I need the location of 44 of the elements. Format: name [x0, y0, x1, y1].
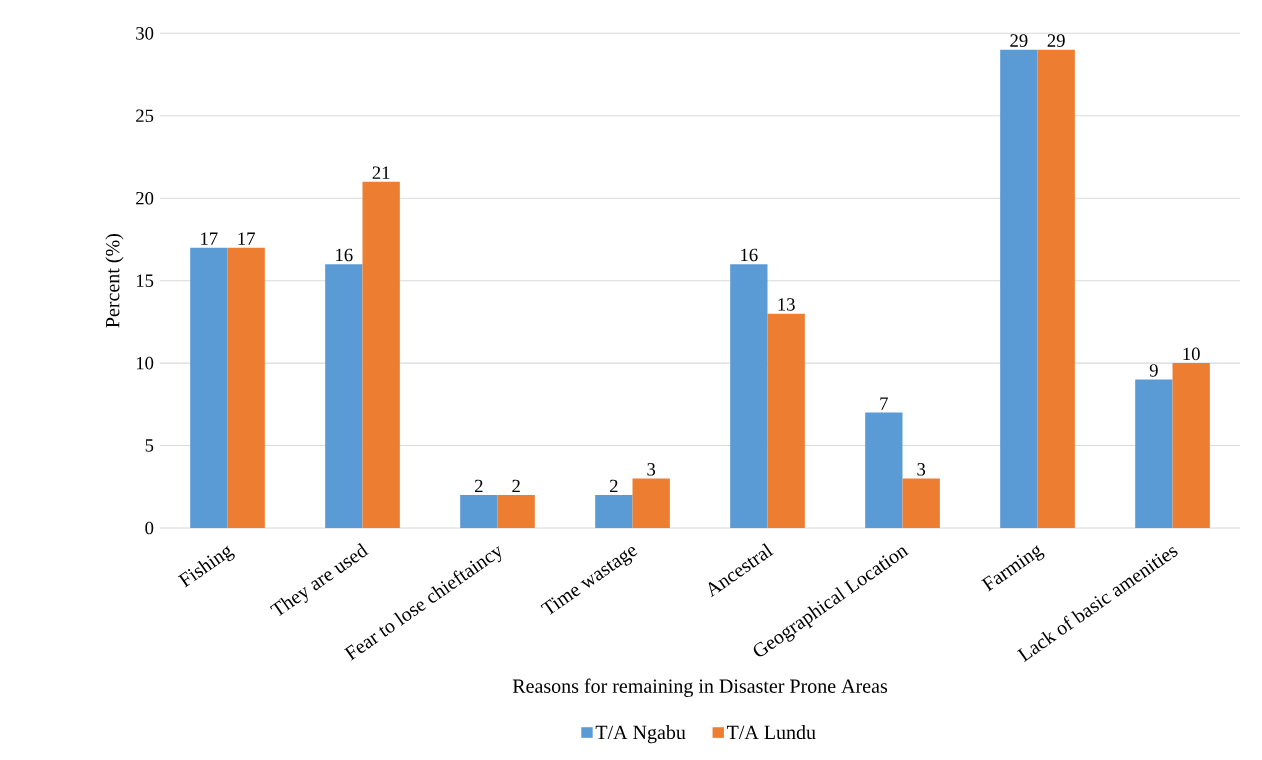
- y-tick-label: 0: [145, 521, 154, 535]
- data-label: 7: [880, 397, 888, 410]
- bar: [497, 495, 535, 528]
- data-label: 10: [1183, 347, 1200, 361]
- legend-label: T/A Ngabu: [595, 725, 686, 744]
- bar: [1135, 379, 1173, 528]
- y-tick-label: 20: [136, 191, 154, 205]
- data-label: 16: [336, 248, 353, 262]
- bar: [767, 313, 805, 528]
- data-label: 21: [372, 166, 390, 179]
- bar: [1000, 49, 1038, 528]
- bar: [362, 181, 400, 528]
- y-tick-label: 15: [136, 274, 154, 287]
- bar: [325, 264, 363, 528]
- data-label: 17: [238, 232, 255, 245]
- bar: [865, 412, 903, 528]
- data-label: 29: [1010, 34, 1028, 47]
- data-label: 9: [1149, 364, 1158, 377]
- bar: [190, 247, 228, 528]
- bar: [632, 478, 670, 528]
- data-label: 29: [1047, 34, 1065, 47]
- bar: [730, 264, 768, 528]
- x-axis-title: Reasons for remaining in Disaster Prone Areas: [512, 678, 888, 698]
- legend-label: T/A Lundu: [726, 725, 816, 740]
- bar: [1172, 363, 1210, 528]
- bar: [902, 478, 940, 528]
- bar: [1037, 49, 1075, 528]
- y-tick-label: 10: [136, 356, 154, 370]
- y-tick-label: 5: [145, 439, 154, 452]
- bar: [227, 247, 265, 528]
- data-label: 13: [778, 298, 795, 311]
- y-tick-label: 30: [136, 27, 154, 40]
- data-label: 2: [474, 479, 483, 493]
- data-label: 2: [512, 479, 520, 493]
- data-label: 17: [201, 232, 218, 245]
- bar: [595, 495, 633, 528]
- data-label: 16: [741, 248, 758, 262]
- x-tick-label: They are used: [269, 542, 369, 617]
- bar: [460, 495, 498, 528]
- y-tick-label: 25: [136, 109, 154, 123]
- data-label: 2: [609, 479, 618, 493]
- y-axis-title: Percent (%): [105, 234, 124, 328]
- data-label: 3: [917, 463, 926, 476]
- data-label: 3: [647, 463, 656, 476]
